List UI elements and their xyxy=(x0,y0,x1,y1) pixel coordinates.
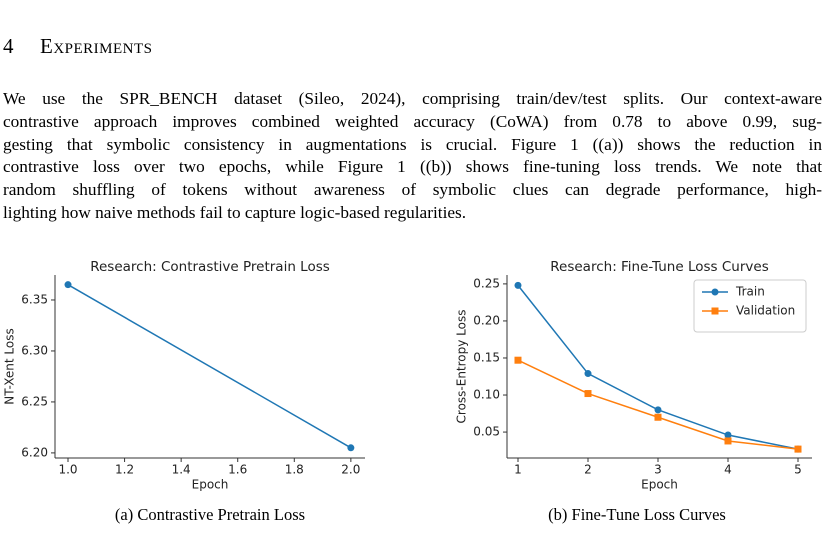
chart-title: Research: Fine-Tune Loss Curves xyxy=(550,259,768,275)
x-tick-label: 1.0 xyxy=(58,463,77,477)
x-axis-label: Epoch xyxy=(192,478,229,492)
point xyxy=(794,445,802,453)
point xyxy=(514,356,522,364)
point xyxy=(654,406,662,414)
x-tick-label: 2.0 xyxy=(341,463,360,477)
point xyxy=(724,437,732,445)
y-tick-label: 6.25 xyxy=(21,394,48,408)
x-axis-label: Epoch xyxy=(641,478,678,492)
point xyxy=(514,281,522,289)
legend-marker xyxy=(711,307,719,315)
y-tick-label: 0.25 xyxy=(473,276,500,290)
y-tick-label: 6.35 xyxy=(21,292,48,306)
x-tick-label: 2 xyxy=(584,463,592,477)
y-axis-label: Cross-Entropy Loss xyxy=(455,310,469,424)
x-tick-label: 1.4 xyxy=(172,463,191,477)
text-line: We use the SPR_BENCH dataset (Sileo, 202… xyxy=(3,89,822,108)
y-tick-label: 0.20 xyxy=(473,313,500,327)
point xyxy=(64,281,72,289)
y-tick-label: 0.05 xyxy=(473,425,500,439)
text-line: random shuffling of tokens without aware… xyxy=(3,180,822,200)
line xyxy=(67,284,352,449)
caption: (b) Fine-Tune Loss Curves xyxy=(548,505,726,524)
chart-title: Research: Contrastive Pretrain Loss xyxy=(90,259,330,275)
text-line: lighting how naive methods fail to captu… xyxy=(3,202,467,222)
caption: (a) Contrastive Pretrain Loss xyxy=(114,505,306,524)
point xyxy=(347,444,355,452)
y-tick-label: 6.30 xyxy=(21,343,48,357)
paragraph: We use the SPR_BENCH dataset (Sileo, 202… xyxy=(3,88,822,225)
section-title: Experiments xyxy=(40,34,153,58)
legend-marker xyxy=(711,288,719,296)
line xyxy=(517,359,799,450)
y-tick-label: 6.20 xyxy=(21,445,48,459)
point xyxy=(584,370,592,378)
legend-label: Validation xyxy=(736,304,795,318)
y-tick-label: 0.10 xyxy=(473,388,500,402)
x-tick-label: 1.6 xyxy=(228,463,247,477)
section-number: 4 xyxy=(3,34,14,58)
point xyxy=(724,431,732,439)
text-line: contrastive loss over two epochs, while … xyxy=(3,157,822,177)
y-tick-label: 0.15 xyxy=(473,350,500,364)
point xyxy=(654,413,662,421)
x-tick-label: 1.8 xyxy=(285,463,304,477)
x-tick-label: 1 xyxy=(514,463,522,477)
text-line: contrastive approach improves combined w… xyxy=(3,111,822,131)
point xyxy=(584,390,592,398)
x-tick-label: 4 xyxy=(724,463,732,477)
legend-box xyxy=(693,279,807,333)
y-axis-label: NT-Xent Loss xyxy=(3,328,17,404)
text-line: gesting that symbolic consistency in aug… xyxy=(3,134,822,154)
legend-label: Train xyxy=(735,285,765,299)
x-tick-label: 1.2 xyxy=(115,463,134,477)
x-tick-label: 5 xyxy=(794,463,802,477)
x-tick-label: 3 xyxy=(654,463,662,477)
